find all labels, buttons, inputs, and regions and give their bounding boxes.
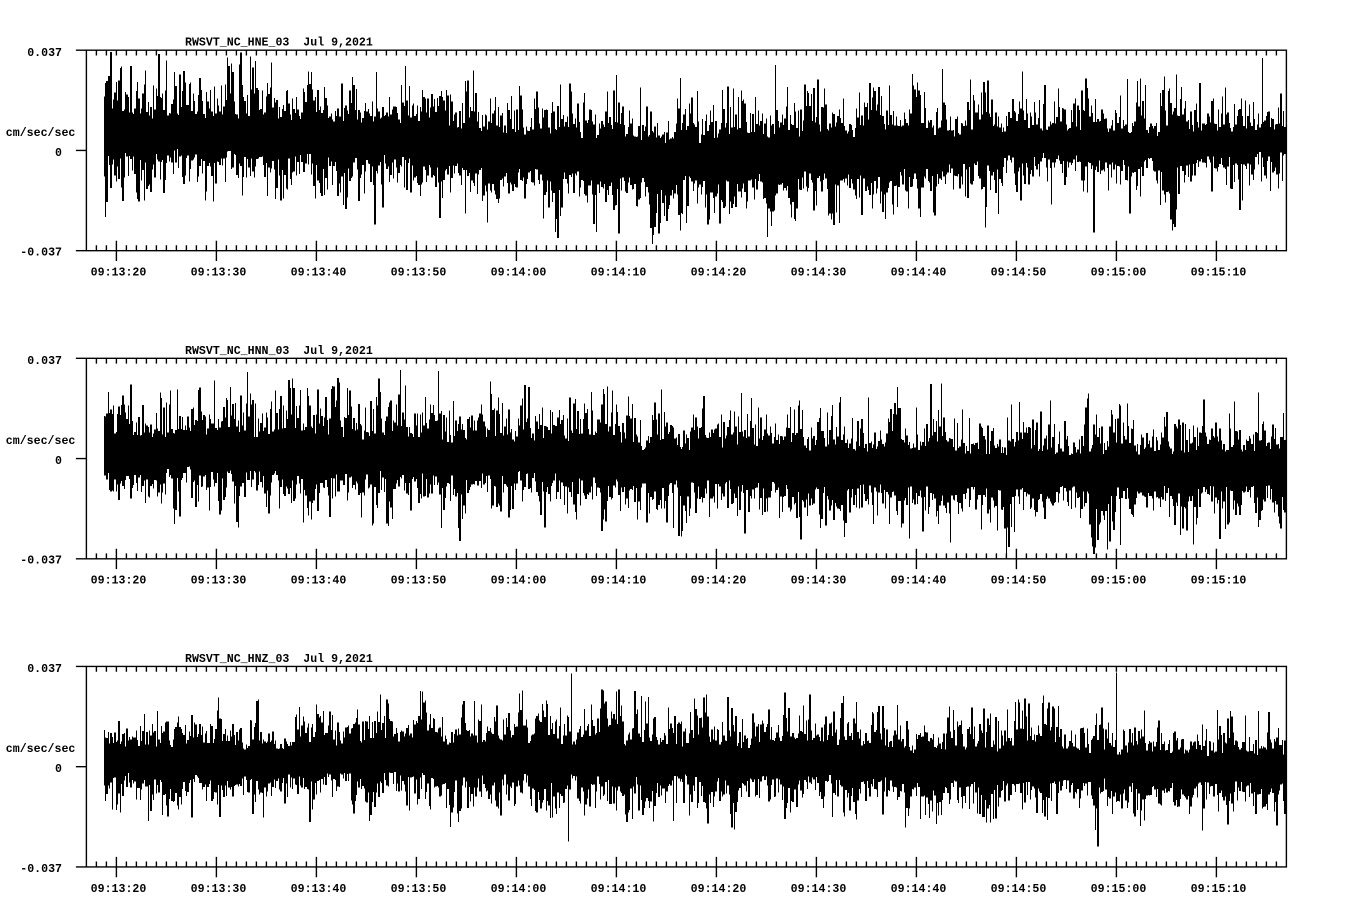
svg-text:09:14:00: 09:14:00 [491, 575, 547, 588]
svg-text:RWSVT_NC_HNZ_03 Jul 9,2021: RWSVT_NC_HNZ_03 Jul 9,2021 [185, 653, 373, 666]
svg-text:09:15:10: 09:15:10 [1191, 883, 1247, 896]
svg-text:-0.037: -0.037 [20, 555, 62, 568]
svg-text:09:13:20: 09:13:20 [91, 267, 147, 280]
svg-text:09:14:10: 09:14:10 [591, 575, 647, 588]
svg-text:09:13:30: 09:13:30 [191, 883, 247, 896]
svg-text:09:14:20: 09:14:20 [691, 883, 747, 896]
svg-text:09:13:30: 09:13:30 [191, 575, 247, 588]
svg-text:09:14:50: 09:14:50 [991, 883, 1047, 896]
svg-text:09:13:20: 09:13:20 [91, 575, 147, 588]
svg-text:09:13:50: 09:13:50 [391, 883, 447, 896]
svg-text:09:14:30: 09:14:30 [791, 575, 847, 588]
svg-text:09:14:00: 09:14:00 [491, 267, 547, 280]
svg-text:RWSVT_NC_HNE_03 Jul 9,2021: RWSVT_NC_HNE_03 Jul 9,2021 [185, 37, 373, 50]
svg-text:09:14:50: 09:14:50 [991, 575, 1047, 588]
svg-text:cm/sec/sec: cm/sec/sec [6, 127, 76, 140]
svg-text:09:14:10: 09:14:10 [591, 267, 647, 280]
svg-text:09:14:20: 09:14:20 [691, 267, 747, 280]
svg-text:09:14:40: 09:14:40 [891, 883, 947, 896]
svg-text:0.037: 0.037 [27, 47, 62, 60]
svg-text:0: 0 [55, 147, 62, 160]
svg-text:09:14:30: 09:14:30 [791, 267, 847, 280]
svg-text:09:15:00: 09:15:00 [1091, 883, 1147, 896]
svg-text:09:14:30: 09:14:30 [791, 883, 847, 896]
svg-text:09:13:30: 09:13:30 [191, 267, 247, 280]
svg-text:cm/sec/sec: cm/sec/sec [6, 435, 76, 448]
svg-text:09:14:40: 09:14:40 [891, 267, 947, 280]
svg-text:09:15:10: 09:15:10 [1191, 267, 1247, 280]
svg-text:09:13:50: 09:13:50 [391, 267, 447, 280]
svg-text:09:14:20: 09:14:20 [691, 575, 747, 588]
svg-text:09:13:50: 09:13:50 [391, 575, 447, 588]
svg-text:09:15:00: 09:15:00 [1091, 575, 1147, 588]
svg-text:RWSVT_NC_HNN_03 Jul 9,2021: RWSVT_NC_HNN_03 Jul 9,2021 [185, 345, 373, 358]
svg-text:0.037: 0.037 [27, 355, 62, 368]
svg-text:09:14:10: 09:14:10 [591, 883, 647, 896]
svg-text:0: 0 [55, 763, 62, 776]
svg-text:09:14:50: 09:14:50 [991, 267, 1047, 280]
svg-text:09:14:40: 09:14:40 [891, 575, 947, 588]
svg-text:09:13:40: 09:13:40 [291, 883, 347, 896]
svg-text:0.037: 0.037 [27, 663, 62, 676]
svg-text:09:13:20: 09:13:20 [91, 883, 147, 896]
svg-text:-0.037: -0.037 [20, 247, 62, 260]
svg-text:-0.037: -0.037 [20, 863, 62, 876]
svg-text:09:15:10: 09:15:10 [1191, 575, 1247, 588]
svg-text:09:14:00: 09:14:00 [491, 883, 547, 896]
svg-text:09:15:00: 09:15:00 [1091, 267, 1147, 280]
svg-text:09:13:40: 09:13:40 [291, 267, 347, 280]
svg-text:cm/sec/sec: cm/sec/sec [6, 743, 76, 756]
svg-text:0: 0 [55, 455, 62, 468]
svg-text:09:13:40: 09:13:40 [291, 575, 347, 588]
